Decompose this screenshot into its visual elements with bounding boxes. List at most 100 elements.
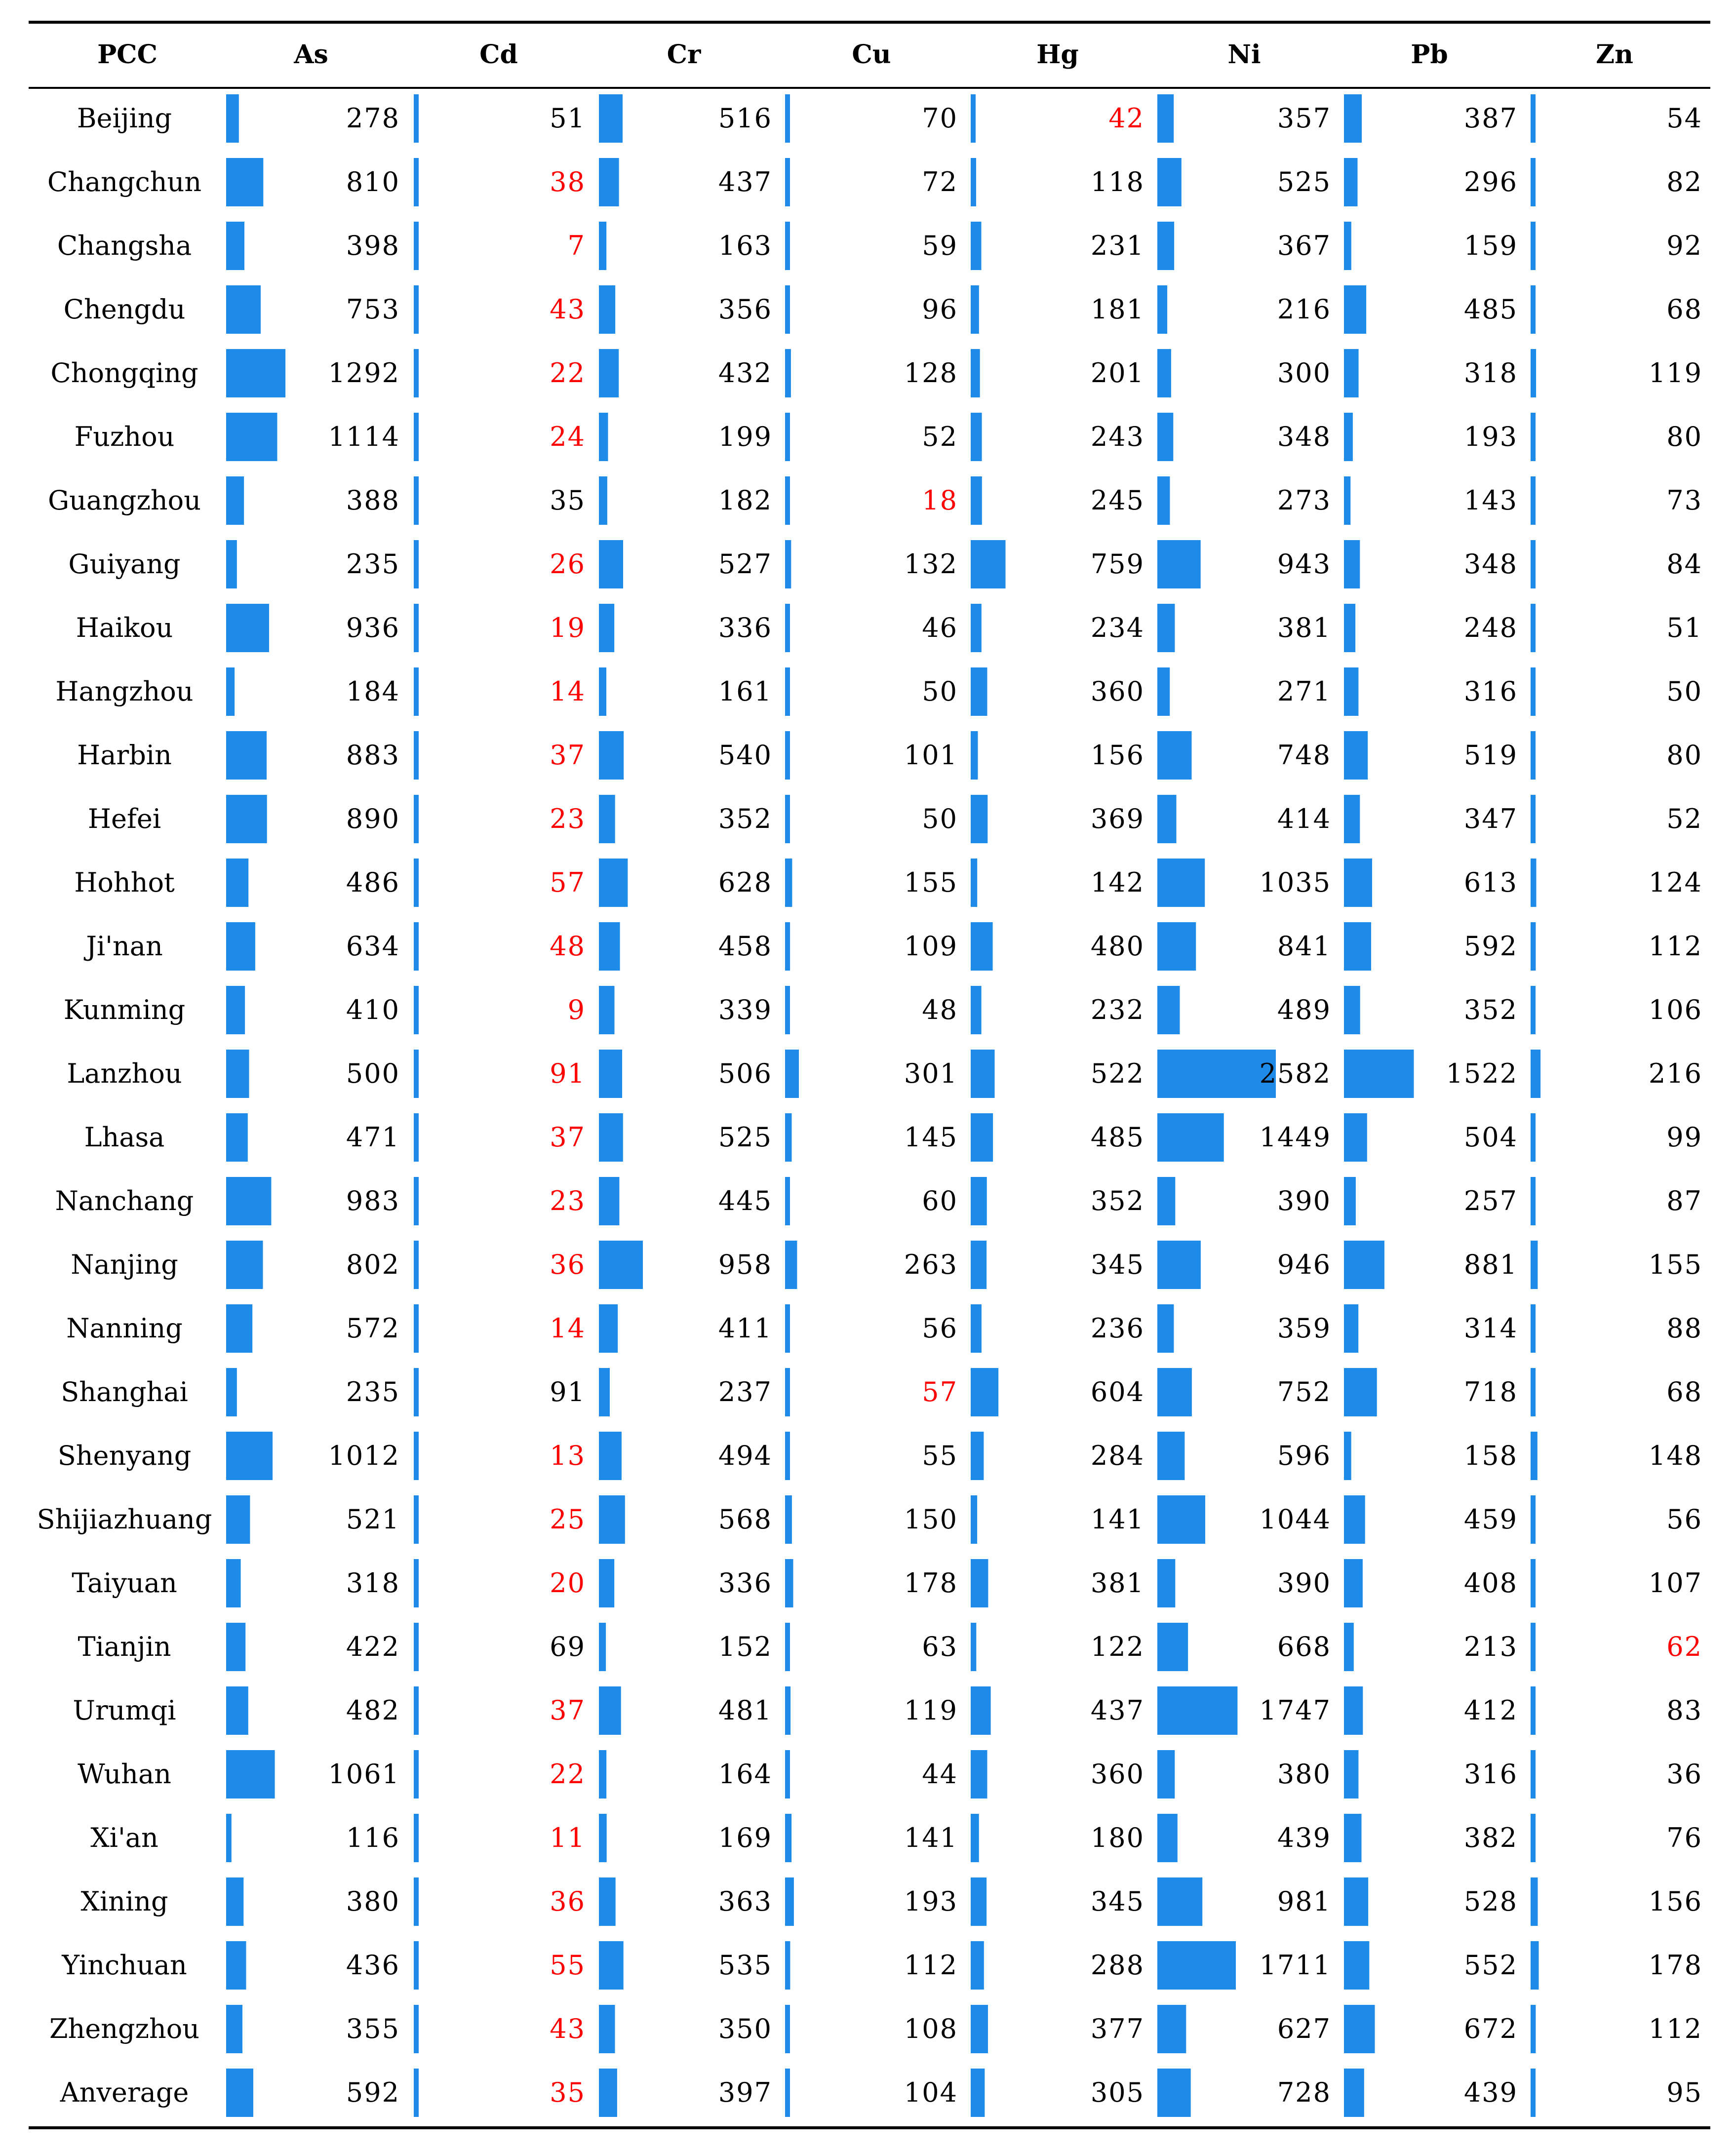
value-nanchang-as: 983 xyxy=(346,1185,400,1216)
value-hangzhou-cr: 161 xyxy=(718,676,772,707)
bar-fuzhou-ni xyxy=(1157,413,1174,461)
value-xining-ni: 981 xyxy=(1277,1886,1331,1917)
value-nanjing-as: 802 xyxy=(346,1249,400,1280)
value-nanchang-cd: 23 xyxy=(550,1185,586,1216)
bar-zhengzhou-zn xyxy=(1531,2005,1536,2053)
bar-taiyuan-pb xyxy=(1344,1559,1363,1607)
bar-tianjin-cr xyxy=(599,1623,606,1671)
value-nanjing-hg: 345 xyxy=(1091,1249,1144,1280)
value-xi-an-cr: 169 xyxy=(718,1822,772,1853)
value-chengdu-cd: 43 xyxy=(550,294,586,325)
value-wuhan-pb: 316 xyxy=(1464,1759,1518,1790)
bar-lanzhou-zn xyxy=(1531,1050,1541,1098)
row-label-hefei: Hefei xyxy=(88,803,161,834)
value-yinchuan-cd: 55 xyxy=(550,1950,586,1981)
value-xi-an-hg: 180 xyxy=(1091,1822,1144,1853)
row-label-changsha: Changsha xyxy=(57,230,192,261)
bar-hefei-ni xyxy=(1157,795,1177,843)
bar-ji-nan-pb xyxy=(1344,922,1371,971)
value-chongqing-ni: 300 xyxy=(1277,357,1331,389)
bar-wuhan-cr xyxy=(599,1750,607,1798)
bar-lanzhou-cu xyxy=(785,1050,799,1098)
value-chongqing-cd: 22 xyxy=(550,357,586,389)
bar-ji-nan-cr xyxy=(599,922,620,971)
bar-taiyuan-zn xyxy=(1531,1559,1536,1607)
bar-taiyuan-as xyxy=(226,1559,241,1607)
bar-fuzhou-cd xyxy=(414,413,419,461)
value-zhengzhou-cd: 43 xyxy=(550,2013,586,2044)
value-yinchuan-zn: 178 xyxy=(1649,1950,1702,1981)
bar-shijiazhuang-ni xyxy=(1157,1495,1205,1544)
value-tianjin-zn: 62 xyxy=(1666,1631,1702,1662)
value-guiyang-pb: 348 xyxy=(1464,548,1518,580)
bar-tianjin-cd xyxy=(414,1623,419,1671)
bar-xi-an-cu xyxy=(785,1814,792,1862)
value-lhasa-pb: 504 xyxy=(1464,1122,1518,1153)
bar-zhengzhou-ni xyxy=(1157,2005,1186,2053)
column-headers: As Cd Cr Cu Hg Ni Pb Zn xyxy=(293,39,1633,70)
value-anverage-cu: 104 xyxy=(904,2077,958,2108)
value-taiyuan-hg: 381 xyxy=(1091,1567,1144,1599)
value-xining-zn: 156 xyxy=(1649,1886,1702,1917)
value-fuzhou-ni: 348 xyxy=(1277,421,1331,452)
value-nanning-cd: 14 xyxy=(550,1313,586,1344)
bar-kunming-pb xyxy=(1344,986,1360,1034)
value-fuzhou-zn: 80 xyxy=(1666,421,1702,452)
value-harbin-hg: 156 xyxy=(1091,740,1144,771)
value-zhengzhou-zn: 112 xyxy=(1649,2013,1702,2044)
value-guiyang-zn: 84 xyxy=(1666,548,1702,580)
value-shijiazhuang-as: 521 xyxy=(346,1504,400,1535)
bar-nanjing-cd xyxy=(414,1241,419,1289)
bar-haikou-as xyxy=(226,604,269,652)
bar-nanning-ni xyxy=(1157,1304,1174,1353)
bar-shenyang-cr xyxy=(599,1432,622,1480)
bar-anverage-ni xyxy=(1157,2069,1191,2117)
bar-haikou-pb xyxy=(1344,604,1356,652)
value-xi-an-as: 116 xyxy=(346,1822,400,1853)
value-urumqi-zn: 83 xyxy=(1666,1695,1702,1726)
value-wuhan-zn: 36 xyxy=(1666,1759,1702,1790)
bar-urumqi-pb xyxy=(1344,1686,1363,1735)
value-yinchuan-hg: 288 xyxy=(1091,1950,1144,1981)
bar-beijing-as xyxy=(226,94,239,143)
bar-lhasa-as xyxy=(226,1113,248,1162)
value-fuzhou-cd: 24 xyxy=(550,421,586,452)
row-label-chongqing: Chongqing xyxy=(50,357,198,389)
value-kunming-as: 410 xyxy=(346,994,400,1025)
value-urumqi-cd: 37 xyxy=(550,1695,586,1726)
bar-harbin-hg xyxy=(971,731,978,780)
value-lhasa-ni: 1449 xyxy=(1260,1122,1331,1153)
value-haikou-cr: 336 xyxy=(718,612,772,643)
value-beijing-as: 278 xyxy=(346,103,400,134)
value-harbin-cr: 540 xyxy=(718,740,772,771)
value-shijiazhuang-cr: 568 xyxy=(718,1504,772,1535)
row-label-xining: Xining xyxy=(80,1886,168,1917)
bar-kunming-ni xyxy=(1157,986,1180,1034)
bar-kunming-zn xyxy=(1531,986,1536,1034)
value-harbin-as: 883 xyxy=(346,740,400,771)
value-anverage-zn: 95 xyxy=(1666,2077,1702,2108)
bar-tianjin-hg xyxy=(971,1623,977,1671)
bar-hohhot-zn xyxy=(1531,859,1537,907)
bar-anverage-pb xyxy=(1344,2069,1364,2117)
value-shanghai-hg: 604 xyxy=(1091,1376,1144,1407)
value-hangzhou-cu: 50 xyxy=(922,676,958,707)
value-hefei-as: 890 xyxy=(346,803,400,834)
bar-guangzhou-zn xyxy=(1531,476,1536,525)
value-chongqing-cr: 432 xyxy=(718,357,772,389)
bar-hangzhou-as xyxy=(226,667,235,716)
value-xi-an-pb: 382 xyxy=(1464,1822,1518,1853)
value-xi-an-ni: 439 xyxy=(1277,1822,1331,1853)
header-cu: Cu xyxy=(852,39,891,70)
bar-hangzhou-cr xyxy=(599,667,606,716)
bar-guangzhou-pb xyxy=(1344,476,1351,525)
header-pb: Pb xyxy=(1411,39,1448,70)
bar-changchun-zn xyxy=(1531,158,1536,206)
value-guangzhou-hg: 245 xyxy=(1091,485,1144,516)
value-ji-nan-cr: 458 xyxy=(718,931,772,962)
bar-fuzhou-cr xyxy=(599,413,608,461)
bar-anverage-cr xyxy=(599,2069,617,2117)
bar-guangzhou-ni xyxy=(1157,476,1170,525)
value-changsha-as: 398 xyxy=(346,230,400,261)
